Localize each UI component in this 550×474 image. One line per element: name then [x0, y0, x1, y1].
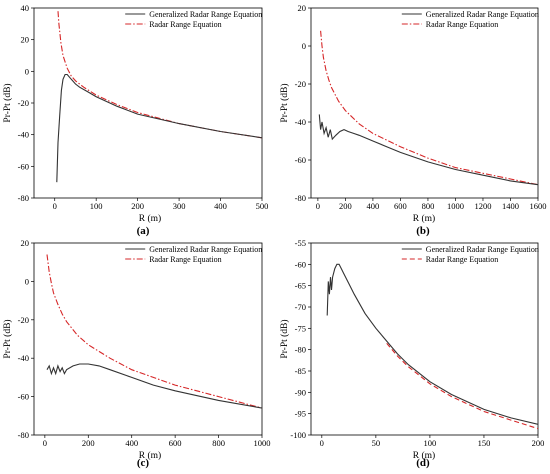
y-tick-label: -75 — [295, 323, 306, 333]
x-tick-label: 0 — [43, 438, 47, 448]
x-tick-label: 100 — [424, 438, 437, 448]
y-tick-label: 20 — [21, 35, 30, 45]
y-tick-label: -20 — [18, 98, 29, 108]
plot-frame — [310, 242, 539, 436]
y-tick-label: -55 — [295, 238, 306, 248]
legend-entry: Generalized Radar Range Equation — [149, 10, 262, 19]
legend-entry: Radar Range Equation — [149, 20, 221, 29]
y-tick-label: -60 — [18, 161, 29, 171]
x-tick-label: 800 — [212, 438, 225, 448]
y-tick-label: -85 — [295, 366, 306, 376]
x-tick-label: 500 — [256, 201, 269, 211]
x-tick-label: 400 — [125, 438, 138, 448]
legend-entry: Generalized Radar Range Equation — [149, 245, 262, 254]
series-line-2 — [386, 342, 538, 430]
x-tick-label: 200 — [532, 438, 545, 448]
x-axis-label: R (m) — [413, 213, 435, 224]
legend-entry: Radar Range Equation — [426, 255, 498, 264]
x-tick-label: 50 — [372, 438, 381, 448]
plot-frame — [310, 7, 539, 199]
y-tick-label: 0 — [25, 276, 29, 286]
y-axis-label: Pr-Pt (dB) — [2, 83, 13, 122]
y-tick-label: -80 — [18, 193, 29, 203]
chart-panel-1: 0 100 200 300 400 500 -80 -60 -40 -20 0 20 40 R (m) Pr… — [2, 3, 268, 237]
y-tick-label: -40 — [295, 117, 306, 127]
y-tick-label: -40 — [18, 353, 29, 363]
series-line-1 — [56, 73, 262, 183]
y-tick-label: -60 — [18, 392, 29, 402]
x-tick-label: 1000 — [447, 201, 464, 211]
x-tick-label: 600 — [169, 438, 182, 448]
x-tick-label: 400 — [214, 201, 227, 211]
legend-entry: Radar Range Equation — [426, 20, 498, 29]
plot-frame — [33, 7, 263, 199]
x-tick-label: 0 — [316, 201, 320, 211]
x-tick-label: 300 — [173, 201, 186, 211]
y-tick-label: -70 — [295, 302, 306, 312]
y-tick-label: -60 — [295, 259, 306, 269]
y-tick-label: -90 — [295, 387, 306, 397]
x-tick-label: 1000 — [254, 438, 271, 448]
x-tick-label: 200 — [339, 201, 352, 211]
y-tick-label: -20 — [18, 315, 29, 325]
x-tick-label: 600 — [394, 201, 407, 211]
plot-frame — [33, 242, 263, 436]
y-tick-label: -20 — [295, 79, 306, 89]
y-tick-label: -100 — [290, 430, 306, 440]
panel-label: (c) — [137, 457, 150, 469]
x-tick-label: 0 — [53, 201, 57, 211]
legend-entry: Generalized Radar Range Equation — [426, 245, 539, 254]
y-tick-label: -80 — [18, 430, 29, 440]
x-tick-label: 800 — [422, 201, 435, 211]
x-axis-label: R (m) — [413, 450, 435, 461]
y-tick-label: -60 — [295, 155, 306, 165]
panel-label: (b) — [416, 225, 430, 237]
legend-entry: Generalized Radar Range Equation — [426, 10, 539, 19]
series-line-1 — [46, 363, 262, 409]
x-tick-label: 1400 — [502, 201, 519, 211]
x-tick-label: 1600 — [530, 201, 547, 211]
x-axis-label: R (m) — [139, 213, 161, 224]
y-tick-label: -80 — [295, 345, 306, 355]
x-tick-label: 400 — [367, 201, 380, 211]
x-tick-label: 200 — [82, 438, 95, 448]
x-tick-label: 200 — [131, 201, 144, 211]
y-tick-label: -95 — [295, 409, 306, 419]
x-tick-label: 1200 — [474, 201, 491, 211]
y-axis-label: Pr-Pt (dB) — [2, 319, 13, 358]
chart-panel-3: 0 200 400 600 800 1000 -80 -60 -40 -20 0 20 R (m) Pr-… — [2, 238, 271, 469]
y-tick-label: 0 — [25, 66, 29, 76]
chart-panel-4: 0 50 100 150 200 -100 -95 -90 -85 -80 -75 -70 -65 -60… — [279, 238, 544, 469]
y-tick-label: -80 — [295, 193, 306, 203]
x-tick-label: 100 — [90, 201, 103, 211]
series-line-2 — [57, 11, 262, 139]
series-line-2 — [320, 30, 538, 186]
chart-panel-2: 0 200 400 600 800 1000 1200 1400 1600-80-60-40-2… — [279, 3, 547, 237]
y-tick-label: 0 — [302, 41, 306, 51]
y-tick-label: 20 — [21, 238, 30, 248]
y-tick-label: 20 — [298, 3, 307, 13]
x-axis-label: R (m) — [139, 450, 161, 461]
panel-label: (d) — [416, 457, 430, 469]
y-tick-label: 40 — [21, 3, 30, 13]
y-axis-label: Pr-Pt (dB) — [279, 319, 290, 358]
x-tick-label: 150 — [478, 438, 491, 448]
y-tick-label: -65 — [295, 281, 306, 291]
y-axis-label: Pr-Pt (dB) — [279, 83, 290, 122]
x-tick-label: 0 — [320, 438, 324, 448]
series-line-1 — [318, 114, 538, 186]
series-line-1 — [326, 263, 538, 425]
legend-entry: Radar Range Equation — [149, 255, 221, 264]
y-tick-label: -40 — [18, 130, 29, 140]
panel-label: (a) — [137, 225, 150, 237]
